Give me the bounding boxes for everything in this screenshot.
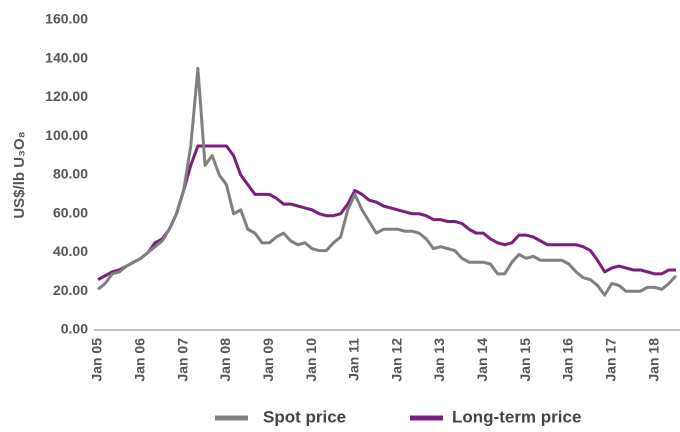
y-tick-label: 20.00 bbox=[53, 282, 88, 298]
x-tick-label: Jan 13 bbox=[431, 338, 447, 382]
y-tick-label: 60.00 bbox=[53, 204, 88, 220]
x-tick-label: Jan 15 bbox=[517, 338, 533, 382]
y-tick-label: 140.00 bbox=[45, 49, 88, 65]
x-tick-label: Jan 17 bbox=[602, 338, 618, 382]
x-tick-label: Jan 16 bbox=[560, 338, 576, 382]
y-axis-label: US$/lb U₃O₈ bbox=[11, 131, 28, 218]
y-tick-label: 100.00 bbox=[45, 127, 88, 143]
x-tick-label: Jan 06 bbox=[132, 338, 148, 382]
series-line bbox=[97, 144, 676, 281]
x-tick-label: Jan 10 bbox=[303, 338, 319, 382]
x-tick-label: Jan 12 bbox=[388, 338, 404, 382]
x-tick-label: Jan 08 bbox=[217, 338, 233, 382]
y-tick-label: 160.00 bbox=[45, 11, 88, 27]
y-tick-label: 120.00 bbox=[45, 88, 88, 104]
x-tick-label: Jan 05 bbox=[89, 338, 105, 382]
legend-label: Long-term price bbox=[452, 407, 581, 426]
y-tick-label: 40.00 bbox=[53, 243, 88, 259]
legend-label: Spot price bbox=[263, 407, 346, 426]
y-tick-label: 0.00 bbox=[61, 321, 88, 337]
x-tick-label: Jan 14 bbox=[474, 338, 490, 382]
series-line bbox=[97, 66, 678, 297]
x-tick-label: Jan 18 bbox=[645, 338, 661, 382]
x-tick-label: Jan 09 bbox=[260, 338, 276, 382]
x-tick-label: Jan 11 bbox=[346, 338, 362, 381]
y-tick-label: 80.00 bbox=[53, 166, 88, 182]
x-tick-label: Jan 07 bbox=[174, 338, 190, 382]
